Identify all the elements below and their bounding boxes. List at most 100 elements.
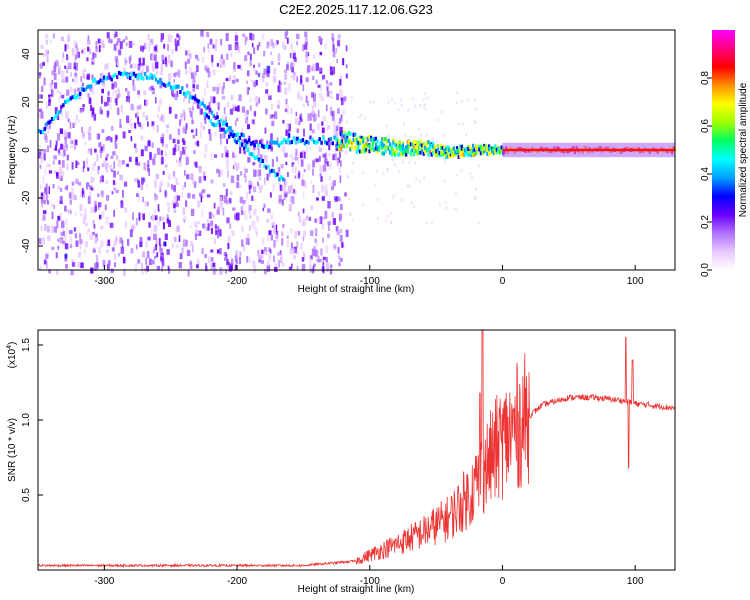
spectrogram-cell	[190, 241, 194, 247]
spectrogram-cell	[336, 143, 339, 148]
spectrogram-cell	[52, 116, 56, 121]
spectrogram-cell	[215, 226, 218, 232]
spectrogram-cell	[319, 173, 322, 177]
spectrogram-cell	[39, 164, 42, 169]
spectrogram-cell	[401, 143, 405, 148]
spectrogram-cell	[325, 184, 328, 191]
spectrogram-cell	[288, 133, 291, 138]
spectrogram-cell	[65, 144, 68, 151]
spectrogram-cell	[107, 96, 111, 102]
spectrogram-cell	[444, 147, 448, 152]
spectrogram-cell	[90, 176, 93, 183]
spectrogram-cell	[236, 117, 239, 122]
spectrogram-cell	[318, 155, 321, 162]
spectrogram-cell	[42, 53, 45, 57]
spectrogram-cell	[142, 57, 145, 66]
snr-frame	[37, 329, 676, 571]
spectrogram-cell	[157, 106, 161, 112]
spectrogram-cell	[43, 127, 46, 131]
spectrogram-cell	[134, 122, 137, 129]
spectrogram-cell	[173, 171, 176, 179]
spectrogram-cell	[433, 150, 436, 155]
spectrogram-cell	[230, 94, 234, 101]
spectrogram-cell	[412, 97, 415, 101]
spectrogram-cell	[330, 90, 333, 95]
spectrogram-cell	[145, 269, 148, 274]
spectrogram-cell	[177, 84, 180, 89]
spectrogram-cell	[172, 138, 176, 144]
spectrogram-cell	[231, 230, 235, 236]
spectrogram-cell	[93, 267, 97, 271]
spectrogram-cell	[404, 133, 407, 137]
spectrogram-cell	[49, 269, 51, 275]
spectrogram-cell	[101, 190, 104, 198]
spectrogram-cell	[261, 254, 264, 259]
spectrogram-cell	[241, 142, 244, 147]
spectrogram-cell	[232, 75, 237, 81]
spectrogram-cell	[244, 143, 248, 148]
spectrogram-cell	[140, 45, 143, 52]
spectrogram-cell	[334, 125, 336, 130]
spectrogram-cell	[87, 93, 90, 98]
spectrogram-cell	[160, 150, 163, 156]
spectrogram-cell	[239, 171, 243, 176]
spectrogram-cell	[230, 175, 235, 184]
spectrogram-cell	[119, 118, 122, 127]
spectrogram-cell	[321, 127, 325, 134]
spectrogram-cell	[228, 44, 232, 51]
spectrogram-cell	[326, 82, 330, 87]
spectrogram-cell	[112, 151, 116, 156]
spectrogram-cell	[258, 42, 261, 47]
spectrogram-cell	[166, 83, 169, 88]
spectrogram-cell	[294, 156, 298, 161]
spectrogram-cell	[86, 75, 89, 79]
spectrogram-cell	[203, 104, 206, 108]
spectrogram-cell	[249, 105, 252, 111]
spectrogram-cell	[355, 141, 358, 146]
spectrogram-cell	[307, 100, 309, 107]
spectrogram-cell	[318, 36, 321, 43]
spectrogram-cell	[311, 105, 314, 114]
spectrogram-cell	[318, 137, 321, 142]
spectrogram-cell	[151, 38, 154, 45]
spectrogram-cell	[69, 144, 74, 149]
spectrogram-cell	[116, 155, 118, 160]
spectrogram-cell	[296, 251, 299, 255]
spectrogram-cell	[244, 36, 248, 41]
spectrogram-cell	[259, 154, 263, 163]
spectrogram-cell	[484, 143, 487, 148]
spectrogram-cell	[479, 151, 483, 156]
spectrogram-cell	[64, 136, 67, 144]
spectrogram-cell	[381, 141, 384, 146]
spectrogram-cell	[212, 213, 214, 219]
spectrogram-cell	[252, 153, 255, 158]
spectrogram-cell	[491, 148, 494, 153]
spectrogram-cell	[61, 228, 65, 233]
spectrogram-cell	[325, 80, 329, 85]
spectrogram-cell	[322, 164, 327, 172]
spectrogram-cell	[110, 155, 114, 159]
spectrogram-cell	[284, 178, 286, 186]
spectrogram-cell	[401, 146, 405, 151]
spectrogram-cell	[451, 154, 454, 158]
spectrogram-cell	[99, 106, 102, 114]
spectrogram-cell	[158, 78, 162, 83]
spectrogram-cell	[128, 96, 130, 103]
spectrogram-cell	[103, 64, 108, 70]
spectrogram-cell	[48, 98, 51, 106]
spectrogram-cell	[187, 269, 190, 277]
spectrogram-cell	[269, 140, 271, 145]
spectrogram-cell	[174, 114, 178, 119]
spectrogram-cell	[270, 133, 273, 140]
spectrogram-cell	[86, 229, 89, 235]
spectrogram-cell	[374, 142, 377, 147]
spectrogram-cell	[52, 184, 55, 189]
spectrogram-cell	[414, 149, 417, 153]
spectrogram-cell	[389, 150, 392, 155]
spectrogram-cell	[193, 150, 196, 155]
spectrogram-cell	[326, 262, 330, 271]
spectrogram-cell	[241, 127, 244, 133]
spectrogram-cell	[162, 60, 165, 64]
spectrogram-cell	[201, 248, 204, 254]
spectrogram-cell	[69, 121, 72, 129]
